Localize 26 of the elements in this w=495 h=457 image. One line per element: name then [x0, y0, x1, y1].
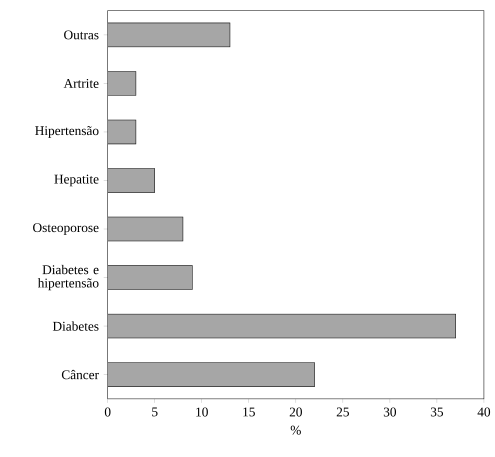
bar — [108, 216, 184, 242]
bar — [108, 265, 193, 290]
y-tick-label: Diabetes — [52, 322, 99, 331]
x-tick-label: 30 — [384, 408, 396, 417]
x-tick-label: 25 — [336, 408, 349, 417]
bar — [108, 22, 230, 48]
y-tick-label: Hipertensão — [35, 126, 99, 138]
bar — [108, 120, 136, 144]
y-tick-label: Hepatite — [54, 174, 99, 186]
x-tick-label: 15 — [243, 408, 255, 417]
x-tick-label: 35 — [430, 408, 444, 417]
x-tick-label: 10 — [196, 408, 208, 417]
x-tick-label: 5 — [152, 408, 158, 417]
x-axis-title: % — [290, 426, 301, 435]
y-tick-label: Osteoporose — [33, 223, 99, 235]
bar — [108, 314, 456, 338]
bar — [108, 362, 315, 387]
y-tick-label: Diabetes e hipertensão — [38, 265, 99, 290]
x-tick-label: 40 — [478, 408, 490, 417]
y-tick-label: Artrite — [64, 79, 99, 88]
bar — [108, 168, 155, 193]
y-tick-label: Câncer — [62, 370, 99, 380]
bar — [108, 71, 136, 96]
y-tick-label: Outras — [64, 30, 99, 40]
x-tick-label: 0 — [104, 408, 111, 417]
x-tick-label: 20 — [290, 408, 302, 417]
